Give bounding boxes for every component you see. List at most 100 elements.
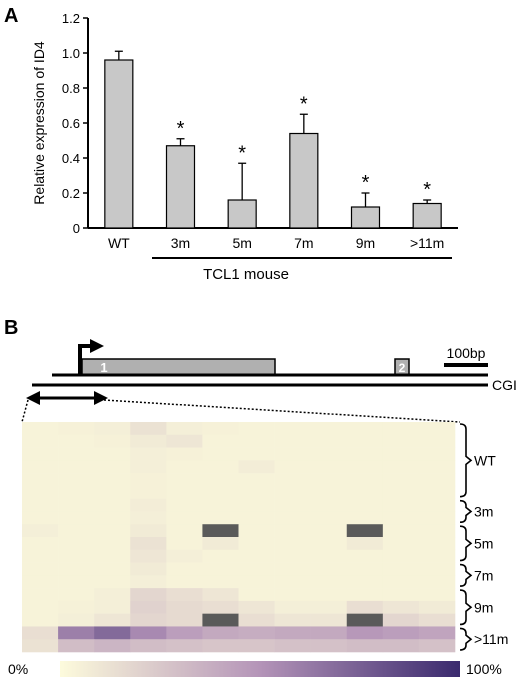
heatmap-cell xyxy=(238,639,275,653)
heatmap-cell xyxy=(274,498,311,512)
heatmap-cell xyxy=(346,600,384,614)
heatmap-cell xyxy=(238,511,275,525)
heatmap-cell xyxy=(202,588,239,602)
heatmap-cell xyxy=(418,511,456,525)
heatmap-cell xyxy=(130,549,167,563)
heatmap-cell xyxy=(94,524,131,538)
heatmap-cell xyxy=(130,422,167,436)
heatmap-cell xyxy=(418,600,456,614)
heatmap-cell xyxy=(382,485,420,499)
heatmap-cell xyxy=(382,460,420,474)
heatmap-cell xyxy=(202,447,239,461)
heatmap-cell xyxy=(130,498,167,512)
heatmap-cell xyxy=(58,485,95,499)
row-group-label: 3m xyxy=(474,503,493,519)
heatmap-cell xyxy=(166,613,203,627)
heatmap-cell xyxy=(202,511,239,525)
heatmap-cell xyxy=(310,434,348,448)
heatmap-cell xyxy=(418,524,456,538)
x-tick-label: 9m xyxy=(356,235,375,251)
heatmap-cell xyxy=(382,588,420,602)
heatmap-cell xyxy=(166,422,203,436)
heatmap-cell xyxy=(22,613,59,627)
heatmap-cell xyxy=(202,524,239,538)
heatmap-cell xyxy=(346,485,384,499)
heatmap-cell xyxy=(310,473,348,487)
heatmap-cell xyxy=(346,524,384,538)
heatmap-cell xyxy=(202,460,239,474)
heatmap-cell xyxy=(310,524,348,538)
heatmap-cell xyxy=(58,447,95,461)
heatmap-cell xyxy=(382,575,420,589)
tss-arrowhead-icon xyxy=(90,339,104,353)
y-tick-label: 0 xyxy=(73,221,80,236)
heatmap-cell xyxy=(274,524,311,538)
heatmap-cell xyxy=(22,575,59,589)
heatmap-cell xyxy=(310,575,348,589)
scale-bar-label: 100bp xyxy=(447,345,486,361)
heatmap-cell xyxy=(166,447,203,461)
heatmap-cell xyxy=(274,473,311,487)
bar xyxy=(289,132,319,229)
heatmap-cell xyxy=(130,626,167,640)
heatmap-cell xyxy=(346,498,384,512)
heatmap-cell xyxy=(22,549,59,563)
heatmap-cell xyxy=(382,447,420,461)
heatmap-cell xyxy=(274,575,311,589)
colorbar xyxy=(60,661,460,677)
heatmap-cell xyxy=(418,498,456,512)
heatmap-cell xyxy=(22,511,59,525)
heatmap-cell xyxy=(94,511,131,525)
heatmap-cell xyxy=(382,434,420,448)
amplicon-right-arrow-icon xyxy=(94,391,108,405)
x-tick-label: WT xyxy=(108,235,130,251)
heatmap-cell xyxy=(22,639,59,653)
heatmap-cell xyxy=(166,588,203,602)
heatmap-cell xyxy=(130,447,167,461)
panel-b-letter: B xyxy=(4,317,18,339)
heatmap-cell xyxy=(310,422,348,436)
heatmap-cell xyxy=(166,434,203,448)
heatmap-cell xyxy=(130,600,167,614)
heatmap-cell xyxy=(130,588,167,602)
heatmap-cell xyxy=(346,434,384,448)
exon-2-label: 2 xyxy=(399,361,406,375)
heatmap-cell xyxy=(166,511,203,525)
heatmap-cell xyxy=(310,485,348,499)
heatmap-cell xyxy=(346,447,384,461)
heatmap-cell xyxy=(130,562,167,576)
heatmap-cell xyxy=(202,498,239,512)
heatmap-cell xyxy=(130,639,167,653)
heatmap-cell xyxy=(274,447,311,461)
y-axis-label: Relative expression of ID4 xyxy=(31,41,47,205)
heatmap-cell xyxy=(310,549,348,563)
heatmap-cell xyxy=(166,562,203,576)
zoom-line-right xyxy=(103,399,461,423)
heatmap-cell xyxy=(238,588,275,602)
heatmap-cell xyxy=(382,473,420,487)
heatmap-cell xyxy=(22,626,59,640)
heatmap-cell xyxy=(238,626,275,640)
row-group-bracket xyxy=(459,499,473,524)
heatmap-cell xyxy=(130,524,167,538)
row-group-bracket xyxy=(459,563,473,587)
heatmap-cell xyxy=(166,549,203,563)
y-tick-label: 0.6 xyxy=(62,116,80,131)
heatmap-cell xyxy=(166,473,203,487)
heatmap-cell xyxy=(382,600,420,614)
heatmap-cell xyxy=(94,434,131,448)
heatmap-cell xyxy=(22,588,59,602)
heatmap-cell xyxy=(58,537,95,551)
heatmap-cell xyxy=(238,524,275,538)
row-group-label: WT xyxy=(474,452,496,468)
heatmap-cell xyxy=(418,562,456,576)
heatmap-cell xyxy=(238,434,275,448)
heatmap-cell xyxy=(418,537,456,551)
y-tick-label: 0.4 xyxy=(62,151,80,166)
heatmap-cell xyxy=(202,613,239,627)
heatmap-cell xyxy=(166,639,203,653)
heatmap-cell xyxy=(202,549,239,563)
heatmap-cell xyxy=(58,434,95,448)
bar xyxy=(350,206,381,229)
heatmap-cell xyxy=(58,524,95,538)
